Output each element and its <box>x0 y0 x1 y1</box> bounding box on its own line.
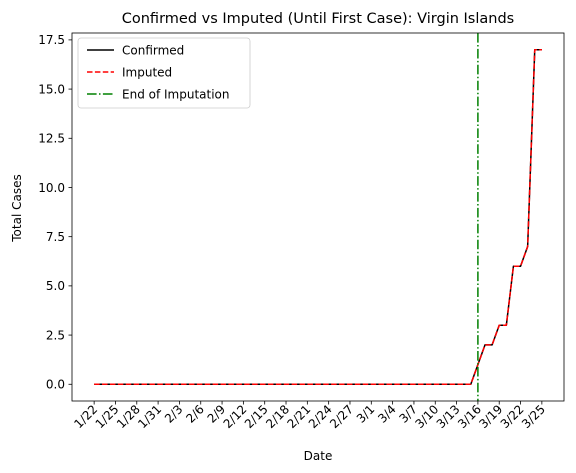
series-line-imputed <box>94 48 542 386</box>
x-tick-label: 2/27 <box>327 402 356 431</box>
legend-label: Confirmed <box>122 43 184 57</box>
axes-frame <box>71 32 565 402</box>
x-tick-label: 2/6 <box>183 402 207 426</box>
y-tick-label: 10.0 <box>38 181 65 195</box>
x-tick-label: 1/31 <box>135 402 164 431</box>
y-tick-label: 5.0 <box>46 279 65 293</box>
legend: Confirmed Imputed End of Imputation <box>77 37 251 109</box>
x-tick-label: 3/1 <box>354 402 378 426</box>
y-tick-label: 0.0 <box>46 378 65 392</box>
x-tick-label: 2/3 <box>162 402 186 426</box>
legend-box <box>77 37 251 109</box>
y-tick-label: 7.5 <box>46 230 65 244</box>
legend-label: Imputed <box>122 65 172 79</box>
y-tick-label: 15.0 <box>38 82 65 96</box>
x-tick-label: 3/4 <box>375 402 399 426</box>
x-tick-label: 3/25 <box>519 402 548 431</box>
y-axis-label: Total Cases <box>10 174 24 242</box>
y-tick-label: 17.5 <box>38 33 65 47</box>
y-tick-label: 2.5 <box>46 328 65 342</box>
chart-title: Confirmed vs Imputed (Until First Case):… <box>122 11 514 27</box>
legend-label: End of Imputation <box>122 87 230 101</box>
x-axis-label: Date <box>304 449 333 463</box>
y-tick-label: 12.5 <box>38 132 65 146</box>
